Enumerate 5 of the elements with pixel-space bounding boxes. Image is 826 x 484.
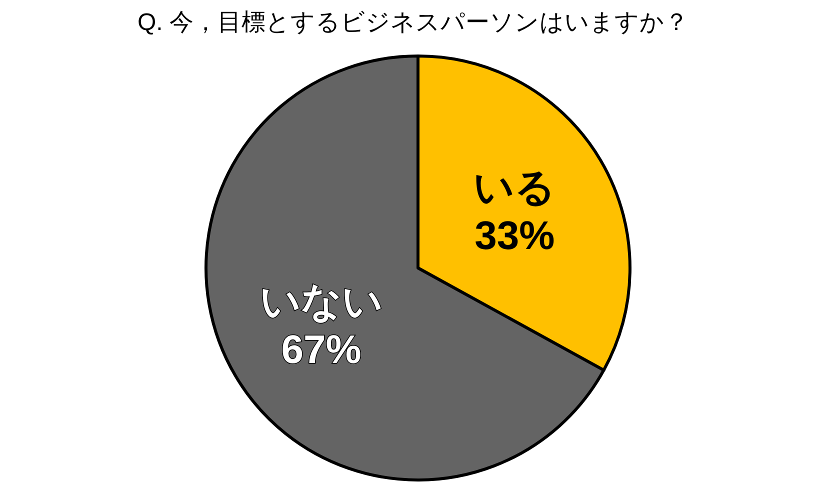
slice-label: いる xyxy=(474,166,556,210)
data-label: 33% xyxy=(474,214,555,258)
chart-title: Q. 今，目標とするビジネスパーソンはいますか？ xyxy=(137,9,689,36)
slice-label: いない xyxy=(260,280,383,324)
data-label: 67% xyxy=(281,328,362,372)
